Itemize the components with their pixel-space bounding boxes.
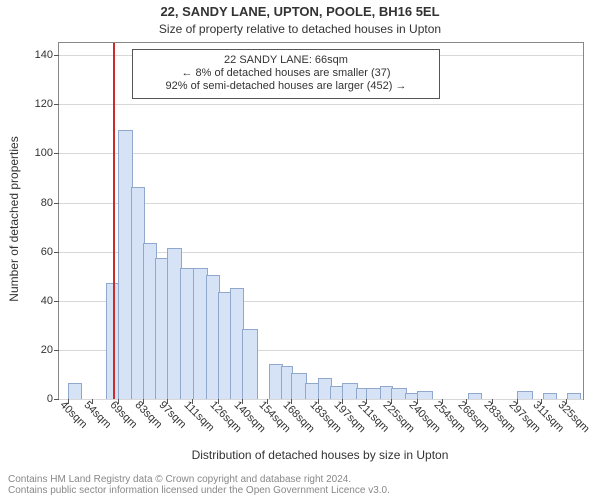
- histogram-bar: [567, 393, 581, 399]
- y-tick-label: 0: [47, 393, 53, 405]
- y-tick-label: 120: [35, 98, 53, 110]
- y-tick-mark: [54, 55, 59, 56]
- y-tick-mark: [54, 203, 59, 204]
- annotation-box: 22 SANDY LANE: 66sqm← 8% of detached hou…: [132, 49, 440, 99]
- histogram-bar: [68, 383, 82, 399]
- histogram-bar: [417, 391, 433, 399]
- y-tick-label: 80: [41, 197, 53, 209]
- histogram-bar: [543, 393, 557, 399]
- y-axis-label: Number of detached properties: [7, 41, 21, 397]
- y-tick-mark: [54, 252, 59, 253]
- x-axis-label: Distribution of detached houses by size …: [58, 448, 582, 462]
- x-tick-label: 54sqm: [82, 399, 114, 431]
- histogram-bar: [242, 329, 258, 399]
- chart-title: 22, SANDY LANE, UPTON, POOLE, BH16 5EL: [0, 4, 600, 19]
- footer-line-1: Contains HM Land Registry data © Crown c…: [8, 474, 592, 485]
- footer: Contains HM Land Registry data © Crown c…: [8, 474, 592, 496]
- y-tick-mark: [54, 350, 59, 351]
- chart-container: 22, SANDY LANE, UPTON, POOLE, BH16 5EL S…: [0, 0, 600, 500]
- footer-line-2: Contains public sector information licen…: [8, 485, 592, 496]
- plot-area: 02040608010012014040sqm54sqm69sqm83sqm97…: [58, 42, 584, 400]
- y-tick-mark: [54, 399, 59, 400]
- histogram-bar: [468, 393, 482, 399]
- y-tick-label: 20: [41, 344, 53, 356]
- histogram-bar: [517, 391, 533, 399]
- gridline: [59, 104, 583, 105]
- chart-subtitle: Size of property relative to detached ho…: [0, 22, 600, 36]
- gridline: [59, 399, 583, 400]
- annotation-line: 92% of semi-detached houses are larger (…: [141, 80, 431, 93]
- y-tick-label: 60: [41, 246, 53, 258]
- y-tick-mark: [54, 301, 59, 302]
- gridline: [59, 153, 583, 154]
- y-tick-label: 40: [41, 295, 53, 307]
- property-marker-line: [113, 43, 115, 399]
- y-tick-mark: [54, 153, 59, 154]
- annotation-line: 22 SANDY LANE: 66sqm: [141, 54, 431, 67]
- annotation-line: ← 8% of detached houses are smaller (37): [141, 67, 431, 80]
- y-tick-label: 100: [35, 147, 53, 159]
- y-tick-label: 140: [35, 49, 53, 61]
- y-tick-mark: [54, 104, 59, 105]
